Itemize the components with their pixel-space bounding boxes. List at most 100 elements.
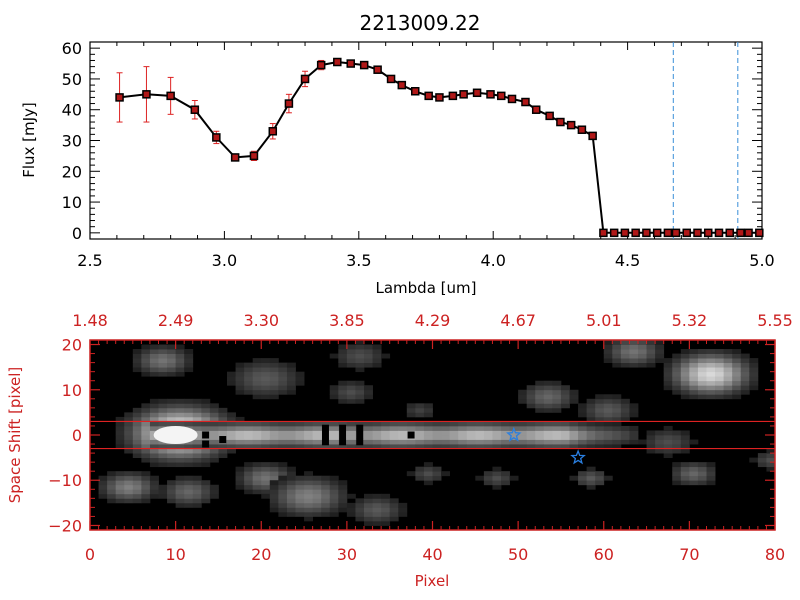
trace-pixel (629, 430, 639, 436)
blob-pixel (167, 480, 177, 486)
blob-pixel (115, 475, 125, 481)
blob-pixel (244, 489, 254, 495)
trace-pixel (192, 421, 202, 427)
blob-pixel (295, 511, 305, 517)
blob-pixel (269, 394, 279, 400)
blob-pixel (389, 507, 399, 513)
blob-pixel (227, 412, 236, 418)
blob-pixel (149, 367, 159, 373)
blob-pixel (201, 407, 211, 413)
blob-pixel (603, 394, 613, 400)
blob-pixel (578, 480, 588, 486)
blob-pixel (706, 362, 716, 368)
blob-pixel (569, 389, 579, 395)
trace-pixel (466, 430, 476, 436)
blob-pixel (338, 385, 348, 391)
trace-pixel (252, 439, 262, 445)
blob-pixel (372, 349, 382, 354)
blob-pixel (398, 511, 408, 517)
trace-pixel (372, 430, 382, 436)
trace-pixel (329, 444, 339, 449)
blob-pixel (167, 493, 177, 499)
blob-pixel (304, 480, 314, 486)
trace-pixel (620, 439, 630, 445)
blob-pixel (149, 489, 159, 495)
blob-pixel (560, 398, 570, 404)
blob-pixel (655, 353, 665, 359)
blob-pixel (646, 362, 656, 368)
blob-pixel (346, 344, 356, 350)
trace-pixel (149, 444, 159, 449)
blob-pixel (638, 362, 647, 368)
spectrum-ytick-label: 20 (62, 162, 82, 181)
blob-pixel (261, 367, 271, 373)
trace-pixel (535, 421, 545, 427)
blob-pixel (723, 394, 733, 400)
blob-pixel (355, 367, 365, 373)
blob-pixel (586, 471, 596, 477)
blob-pixel (620, 407, 630, 413)
trace-pixel (372, 421, 382, 427)
blob-pixel (227, 448, 236, 454)
blob-pixel (141, 444, 151, 449)
trace-pixel (389, 425, 399, 431)
blob-pixel (329, 498, 339, 504)
blob-pixel (278, 507, 288, 513)
blob-pixel (329, 385, 339, 391)
blob-pixel (132, 471, 142, 477)
blob-pixel (304, 507, 314, 513)
data-point (166, 91, 175, 101)
blob-pixel (706, 385, 716, 391)
spectrum-ytick-label: 50 (62, 70, 82, 89)
trace-pixel (192, 425, 202, 431)
blob-pixel (603, 475, 613, 481)
trace-pixel (595, 439, 605, 445)
blob-pixel (586, 466, 596, 472)
trace-pixel (261, 444, 271, 449)
image-content (90, 340, 776, 526)
blob-pixel (560, 385, 570, 391)
blob-pixel (689, 480, 699, 486)
trace-pixel (526, 439, 536, 445)
blob-pixel (346, 349, 356, 354)
blob-pixel (338, 489, 348, 495)
blob-pixel (715, 358, 725, 364)
blob-pixel (175, 457, 185, 463)
blob-pixel (295, 480, 305, 486)
blob-pixel (184, 349, 194, 354)
data-point (212, 133, 221, 142)
trace-pixel (612, 435, 622, 440)
blob-pixel (603, 358, 613, 364)
blob-pixel (329, 511, 339, 517)
trace-pixel (286, 425, 296, 431)
trace-pixel (269, 435, 279, 440)
blob-pixel (261, 462, 271, 468)
blob-pixel (107, 484, 117, 490)
trace-pixel (218, 425, 228, 431)
trace-pixel (560, 435, 570, 440)
blob-pixel (697, 462, 707, 468)
blob-pixel (175, 498, 185, 504)
blob-pixel (715, 385, 725, 391)
trace-pixel (483, 425, 493, 431)
data-point (531, 105, 541, 114)
blob-pixel (346, 507, 356, 513)
blob-pixel (115, 498, 125, 504)
trace-pixel (423, 430, 433, 436)
blob-pixel (167, 416, 177, 422)
blob-pixel (167, 484, 177, 490)
trace-pixel (475, 444, 485, 449)
blob-pixel (620, 416, 630, 422)
blob-pixel (423, 462, 433, 468)
trace-pixel (423, 435, 433, 440)
blob-pixel (132, 448, 142, 454)
blob-pixel (107, 471, 117, 477)
blob-pixel (209, 484, 219, 490)
trace-pixel (526, 435, 536, 440)
blob-pixel (612, 403, 622, 409)
blob-pixel (697, 358, 707, 364)
trace-pixel (466, 439, 476, 445)
blob-pixel (501, 471, 510, 477)
trace-pixel (364, 435, 373, 440)
blob-pixel (689, 439, 699, 445)
